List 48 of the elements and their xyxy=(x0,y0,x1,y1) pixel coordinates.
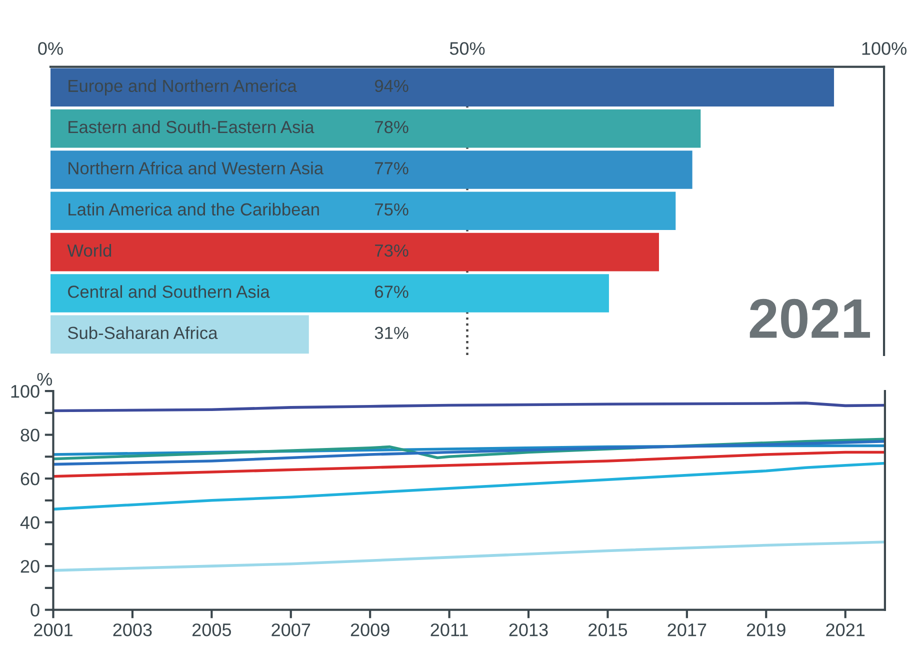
x-tick-label: 2017 xyxy=(668,623,706,636)
line-series xyxy=(53,440,885,466)
data-label: 94% xyxy=(374,80,408,92)
bar xyxy=(50,315,309,354)
line-series xyxy=(53,540,885,572)
bar xyxy=(50,150,692,189)
x-tick-label: 2007 xyxy=(272,623,310,636)
bar xyxy=(50,232,659,272)
line-series xyxy=(53,402,885,412)
y-tick-label: 80 xyxy=(20,428,40,442)
x-tick-label: 2001 xyxy=(34,623,72,636)
x-tick-label: 2019 xyxy=(746,623,786,636)
y-axis-title: % xyxy=(37,372,52,386)
x-tick-label: 2005 xyxy=(192,623,231,636)
bar xyxy=(50,192,676,230)
line-series xyxy=(53,450,885,478)
x-tick-label: 2013 xyxy=(509,623,548,636)
y-tick-label: Latin America and the Caribbean xyxy=(68,202,319,216)
data-label: 78% xyxy=(375,120,408,134)
bar xyxy=(50,274,609,312)
y-tick-label: World xyxy=(67,244,112,257)
x-tick-label: 100% xyxy=(862,42,906,55)
data-label: 75% xyxy=(375,203,408,216)
y-tick-label: 20 xyxy=(20,560,40,573)
y-tick-label: 100 xyxy=(11,384,40,398)
y-tick-label: Europe and Northern America xyxy=(68,79,297,96)
y-tick-label: Northern Africa and Western Asia xyxy=(68,162,324,174)
y-tick-label: 40 xyxy=(20,516,40,530)
x-tick-label: 2015 xyxy=(588,623,628,636)
x-tick-label: 2021 xyxy=(826,623,865,636)
data-label: 31% xyxy=(374,326,408,340)
y-tick-label: Central and Southern Asia xyxy=(68,285,270,298)
x-tick-label: 0% xyxy=(38,42,63,55)
x-tick-label: 50% xyxy=(450,42,485,55)
y-tick-label: Sub-Saharan Africa xyxy=(68,326,218,340)
annotation: 2021 xyxy=(750,298,870,338)
data-label: 77% xyxy=(375,162,408,174)
x-tick-label: 2003 xyxy=(113,623,152,636)
x-tick-label: 2009 xyxy=(350,623,390,636)
line-series xyxy=(53,462,885,511)
y-tick-label: 60 xyxy=(20,472,40,486)
y-tick-label: 0 xyxy=(30,604,40,617)
bar xyxy=(50,68,834,107)
bar xyxy=(50,109,701,148)
y-tick-label: Eastern and South-Eastern Asia xyxy=(68,120,314,134)
data-label: 73% xyxy=(375,244,408,257)
x-tick-label: 2011 xyxy=(430,623,468,636)
data-label: 67% xyxy=(375,286,408,298)
